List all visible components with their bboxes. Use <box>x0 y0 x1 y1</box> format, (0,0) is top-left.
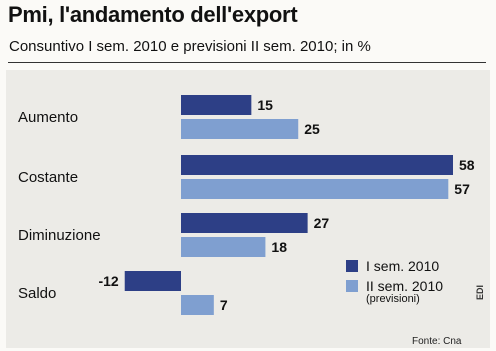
category-label: Costante <box>18 169 78 186</box>
data-label: -12 <box>98 273 118 289</box>
data-label: 18 <box>271 239 287 255</box>
chart-title: Pmi, l'andamento dell'export <box>8 2 298 27</box>
bar-2 <box>181 119 299 139</box>
data-label: 57 <box>454 181 470 197</box>
legend-swatch-series-1 <box>346 260 358 272</box>
legend: I sem. 2010 II sem. 2010 (previsioni) <box>346 258 443 309</box>
bar-1 <box>124 271 181 291</box>
legend-item-series-1: I sem. 2010 <box>346 258 443 274</box>
data-label: 15 <box>257 97 273 113</box>
data-label: 58 <box>459 157 475 173</box>
bar-2 <box>181 237 266 257</box>
bar-2 <box>181 179 449 199</box>
chart-panel <box>6 70 490 348</box>
data-label: 27 <box>314 215 330 231</box>
title-divider <box>8 62 486 63</box>
category-label: Aumento <box>18 109 78 126</box>
legend-label-series-1: I sem. 2010 <box>366 258 440 274</box>
chart-subtitle: Consuntivo I sem. 2010 e previsioni II s… <box>9 38 371 55</box>
data-label: 7 <box>220 297 228 313</box>
legend-note-series-2: (previsioni) <box>366 293 420 305</box>
bar-1 <box>181 95 252 115</box>
data-label: 25 <box>304 121 320 137</box>
legend-swatch-series-2 <box>346 280 358 292</box>
legend-item-series-2: II sem. 2010 (previsioni) <box>346 278 443 305</box>
bar-1 <box>181 155 453 175</box>
bar-1 <box>181 213 308 233</box>
category-label: Diminuzione <box>18 227 101 244</box>
category-label: Saldo <box>18 285 56 302</box>
bar-2 <box>181 295 214 315</box>
source-note: Fonte: Cna <box>412 336 462 347</box>
legend-label-series-2: II sem. 2010 <box>366 278 444 294</box>
publisher-mark: EDI <box>475 284 485 300</box>
